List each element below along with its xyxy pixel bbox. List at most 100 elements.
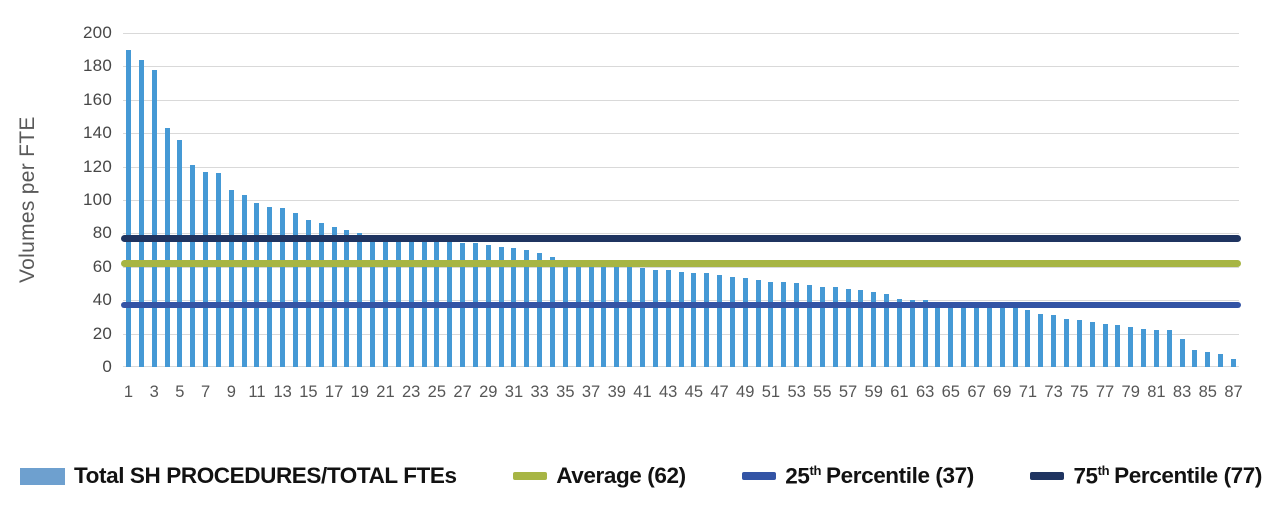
x-tick-label: 47	[710, 383, 729, 401]
legend-p75-label: 75th Percentile (77)	[1073, 462, 1262, 489]
bar	[1231, 359, 1236, 367]
y-tick-label: 100	[83, 190, 112, 209]
p25-line-swatch	[742, 472, 777, 480]
x-tick-label: 5	[175, 383, 185, 401]
bar	[768, 282, 773, 367]
bar	[871, 292, 876, 367]
bar	[319, 223, 324, 367]
bar	[177, 140, 182, 367]
bar	[370, 235, 375, 367]
bar	[910, 300, 915, 367]
gridline	[123, 167, 1239, 168]
x-tick-label: 81	[1147, 383, 1166, 401]
x-tick-label: 21	[376, 383, 395, 401]
x-tick-label: 43	[658, 383, 678, 401]
bar	[666, 270, 671, 367]
bar	[242, 195, 247, 367]
bar	[1077, 320, 1082, 367]
x-tick-label: 85	[1198, 383, 1217, 401]
bar	[897, 299, 902, 367]
bar	[1103, 324, 1108, 367]
bar	[1051, 315, 1056, 367]
bar	[794, 283, 799, 367]
bar	[1064, 319, 1069, 367]
x-tick-label: 31	[504, 383, 524, 401]
legend: Total SH PROCEDURES/TOTAL FTEs Average (…	[20, 461, 1262, 491]
bar	[704, 273, 709, 367]
bar	[344, 230, 349, 367]
bar	[987, 305, 992, 367]
gridline	[123, 267, 1239, 268]
x-tick-label: 87	[1224, 383, 1243, 401]
series-swatch	[20, 467, 65, 485]
gridline	[123, 66, 1239, 67]
bar	[563, 260, 568, 367]
bar	[1167, 330, 1172, 367]
bar	[576, 263, 581, 367]
y-tick-label: 20	[92, 324, 112, 343]
bar	[1180, 339, 1185, 367]
bar	[743, 278, 748, 367]
legend-p25-label: 25th Percentile (37)	[785, 462, 974, 489]
bar	[267, 207, 272, 367]
x-tick-label: 11	[248, 383, 266, 401]
x-tick-label: 51	[761, 383, 781, 401]
y-tick-label: 120	[83, 157, 112, 176]
bar	[306, 220, 311, 367]
bar	[1141, 329, 1146, 367]
bar	[1218, 354, 1223, 367]
bar	[1205, 352, 1210, 367]
gridline	[123, 200, 1239, 201]
y-axis-title: Volumes per FTE	[16, 116, 39, 284]
x-tick-label: 79	[1121, 383, 1140, 401]
x-tick-label: 75	[1070, 383, 1089, 401]
bar	[203, 172, 208, 367]
bar	[293, 213, 298, 367]
bar	[1090, 322, 1095, 367]
bar	[1025, 310, 1030, 367]
x-tick-label: 23	[401, 383, 421, 401]
y-tick-label: 0	[102, 357, 112, 376]
x-tick-label: 35	[556, 383, 575, 401]
x-tick-label: 41	[633, 383, 652, 401]
bar	[679, 272, 684, 367]
average-line	[121, 260, 1241, 267]
bar	[974, 305, 979, 367]
gridline	[123, 233, 1239, 234]
x-tick-label: 83	[1172, 383, 1192, 401]
x-tick-label: 9	[226, 383, 236, 401]
bar	[550, 257, 555, 367]
bar	[833, 287, 838, 367]
bar	[1038, 314, 1043, 367]
legend-item-average: Average (62)	[513, 463, 686, 489]
x-tick-label: 19	[350, 383, 369, 401]
x-tick-label: 15	[299, 383, 318, 401]
y-tick-label: 200	[83, 23, 112, 42]
bar	[614, 267, 619, 367]
y-tick-label: 60	[92, 257, 112, 276]
x-tick-label: 67	[967, 383, 986, 401]
y-tick-label: 40	[92, 290, 112, 309]
gridline	[123, 100, 1239, 101]
bar	[923, 300, 928, 367]
x-tick-label: 7	[200, 383, 211, 401]
gridline	[123, 133, 1239, 134]
bar	[935, 302, 940, 367]
bar	[807, 285, 812, 367]
bar	[126, 50, 131, 367]
bar	[640, 268, 645, 367]
x-tick-label: 45	[684, 383, 704, 401]
bar	[781, 282, 786, 367]
x-tick-label: 63	[915, 383, 935, 401]
bar	[846, 289, 851, 367]
bar	[730, 277, 735, 367]
bar	[601, 265, 606, 367]
bar	[717, 275, 722, 367]
x-tick-label: 57	[838, 383, 858, 401]
y-tick-label: 140	[83, 123, 112, 142]
bar	[961, 304, 966, 367]
bar	[139, 60, 144, 367]
x-tick-label: 55	[813, 383, 832, 401]
legend-series-label: Total SH PROCEDURES/TOTAL FTEs	[74, 463, 457, 488]
y-axis-tick-labels: 0 20 40 60 80 100 120 140 160 180 200	[58, 23, 112, 376]
